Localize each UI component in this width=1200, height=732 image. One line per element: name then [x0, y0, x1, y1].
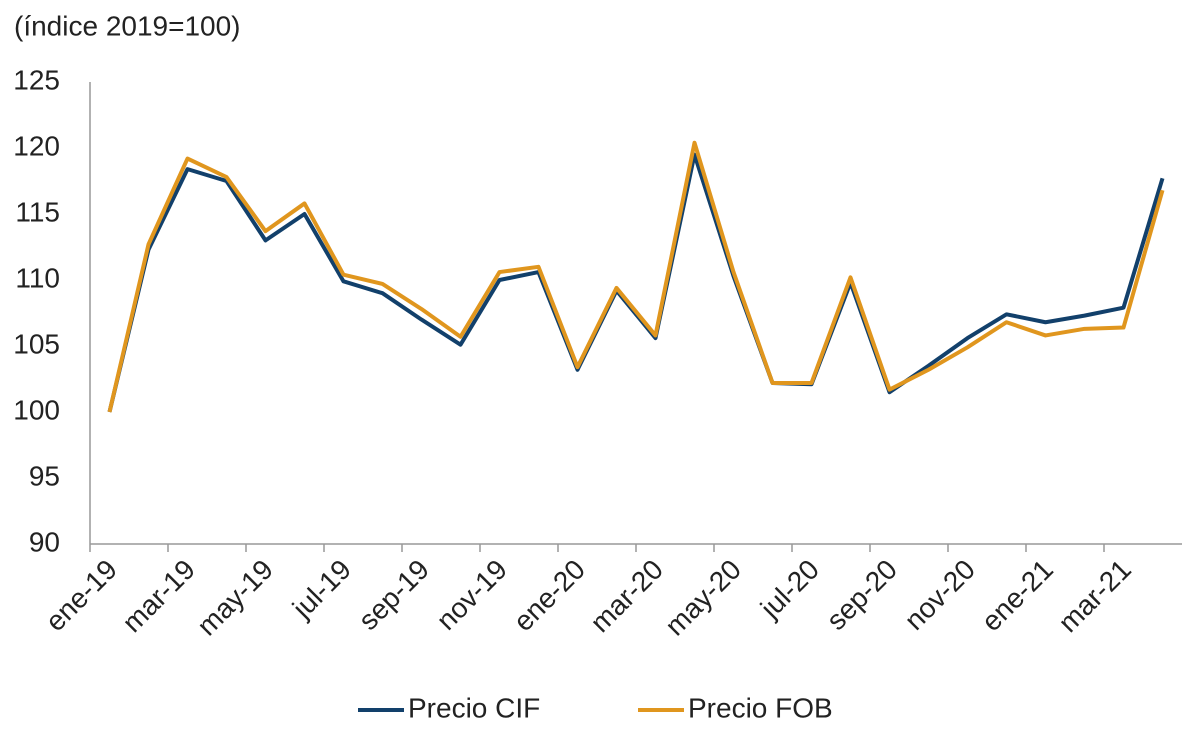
- x-tick-label: jul-20: [754, 554, 825, 625]
- series-line: [107, 152, 1165, 413]
- y-tick-label: 115: [15, 196, 60, 227]
- axis-title: (índice 2019=100): [14, 10, 241, 41]
- x-tick-label: sep-19: [353, 554, 435, 636]
- y-tick-label: 125: [13, 64, 60, 95]
- x-tick-label: nov-20: [899, 554, 981, 636]
- legend-label: Precio CIF: [408, 692, 540, 723]
- x-tick-label: jul-19: [286, 554, 357, 625]
- y-tick-label: 100: [13, 394, 60, 425]
- x-tick-label: ene-21: [975, 554, 1059, 638]
- x-tick-label: ene-19: [39, 554, 123, 638]
- y-tick-label: 95: [29, 460, 60, 491]
- x-tick-label: nov-19: [431, 554, 513, 636]
- y-tick-label: 105: [13, 328, 60, 359]
- y-tick-label: 110: [15, 262, 60, 293]
- y-tick-label: 120: [13, 130, 60, 161]
- x-tick-label: mar-19: [116, 554, 201, 639]
- x-tick-label: mar-21: [1052, 554, 1137, 639]
- x-tick-label: may-19: [191, 554, 279, 642]
- x-tick-label: may-20: [659, 554, 747, 642]
- x-tick-label: ene-20: [507, 554, 591, 638]
- series-line: [107, 140, 1165, 413]
- x-tick-label: sep-20: [821, 554, 903, 636]
- y-tick-label: 90: [29, 526, 60, 557]
- x-tick-label: mar-20: [584, 554, 669, 639]
- legend-label: Precio FOB: [688, 692, 833, 723]
